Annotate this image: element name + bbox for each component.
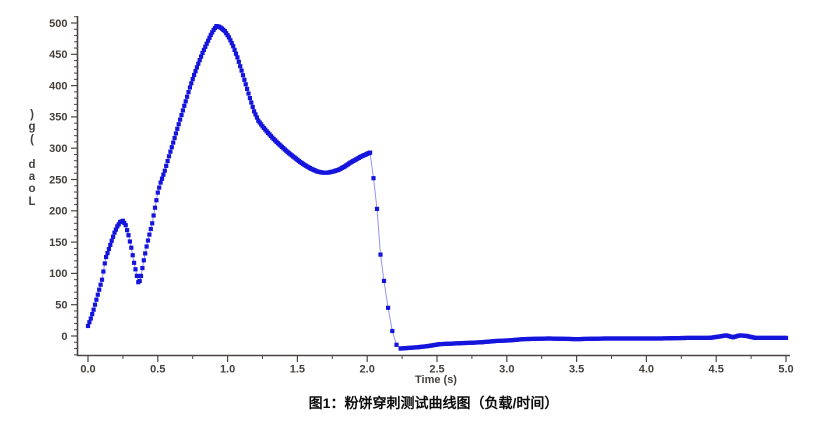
x-tick-label: 3.5	[569, 364, 584, 376]
y-tick-label: 150	[49, 237, 67, 249]
tick-labels: 0 50 100 150 200 250 300 350 400 450 500 0.0 0.5 1.0 1…	[49, 18, 794, 376]
x-tick-label: 1.0	[220, 364, 235, 376]
y-tick-label: 50	[55, 300, 67, 312]
data-points	[85, 24, 789, 351]
x-tick-label: 2.5	[429, 364, 444, 376]
x-tick-label: 3.0	[499, 364, 514, 376]
x-tick-label: 2.0	[360, 364, 375, 376]
x-axis-title: Time (s)	[415, 374, 457, 386]
y-tick-label: 100	[49, 268, 67, 280]
x-tick-label: 0.5	[150, 364, 165, 376]
y-axis-title: ) g ( d a o L	[28, 109, 36, 208]
figure-caption: 图1：粉饼穿刺测试曲线图（负载/时间）	[308, 395, 559, 411]
y-tick-label: 350	[49, 112, 67, 124]
y-tick-label: 400	[49, 80, 67, 92]
y-tick-label: 250	[49, 174, 67, 186]
x-tick-label: 1.5	[290, 364, 305, 376]
y-tick-label: 0	[61, 331, 67, 343]
y-tick-label: 500	[49, 18, 67, 30]
x-tick-label: 0.0	[80, 364, 95, 376]
y-tick-label: 200	[49, 206, 67, 218]
y-tick-label: 300	[49, 143, 67, 155]
x-tick-label: 5.0	[778, 364, 793, 376]
tick-marks	[71, 16, 787, 362]
x-tick-label: 4.0	[639, 364, 654, 376]
x-tick-label: 4.5	[709, 364, 724, 376]
axes	[76, 16, 790, 357]
y-tick-label: 450	[49, 49, 67, 61]
